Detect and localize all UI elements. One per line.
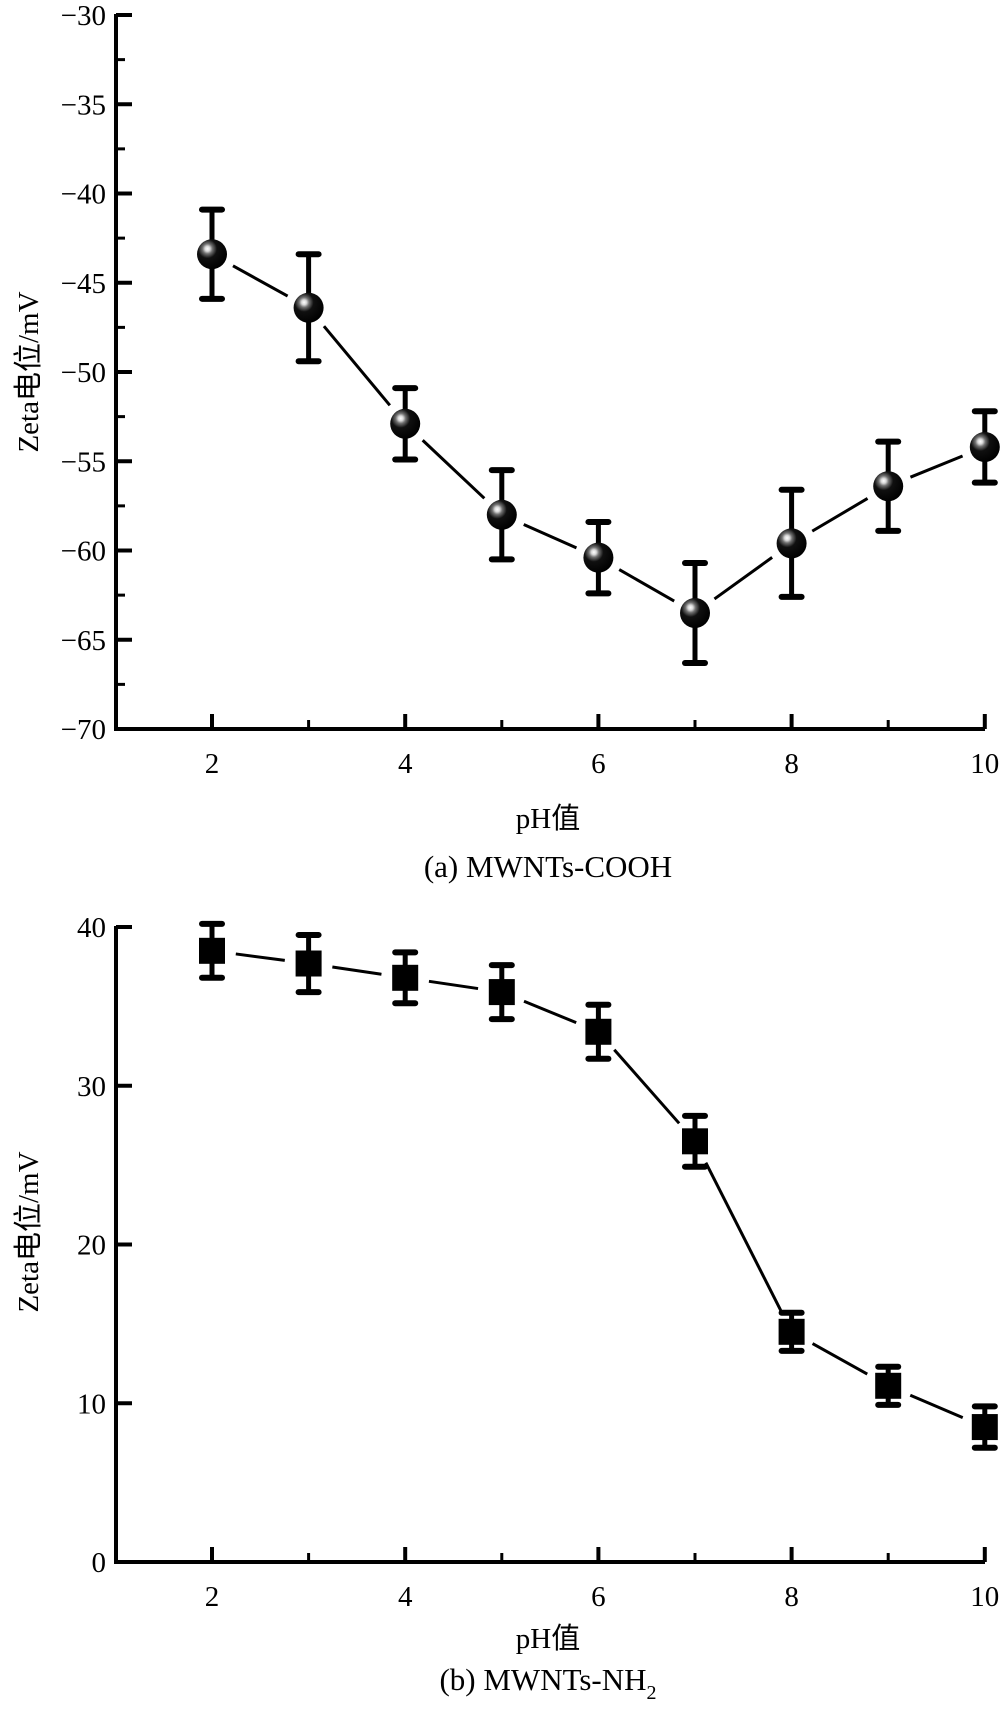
series-line-segment	[811, 1342, 868, 1376]
caption-b-main: (b) MWNTs-NH	[439, 1662, 646, 1697]
axes-b: 0 10 20 30 40 2 4 6 8 10	[77, 912, 999, 1613]
series-line-segment	[421, 439, 486, 500]
data-point	[585, 1018, 612, 1045]
x-tick-label-b: 10	[970, 1581, 999, 1613]
data-point	[873, 471, 904, 502]
caption-b-subscript: 2	[647, 1682, 657, 1704]
series-line-segment	[909, 454, 964, 479]
series-line-segment	[811, 497, 869, 533]
data-point	[971, 1414, 998, 1441]
y-tick-label-a: −45	[61, 268, 106, 300]
data-point	[197, 239, 227, 270]
series-line-segment	[909, 1393, 964, 1420]
series-line-segment	[523, 523, 578, 550]
data-point	[295, 950, 322, 977]
x-tick-label-a: 8	[784, 748, 799, 780]
data-point	[776, 528, 807, 559]
series-line-segment	[618, 568, 675, 603]
data-point	[682, 1128, 708, 1155]
series-line-segment	[232, 264, 289, 298]
x-tick-label-b: 6	[591, 1581, 606, 1613]
y-tick-label-a: −60	[61, 536, 106, 568]
data-point	[293, 292, 324, 323]
y-tick-label-b: 40	[77, 912, 106, 944]
data-point	[486, 499, 517, 530]
y-tick-label-b: 20	[77, 1230, 106, 1262]
series-line-segment	[332, 965, 382, 976]
x-tick-label-b: 8	[784, 1581, 799, 1613]
chart-panel-b: 0 10 20 30 40 2 4 6 8 10 Zeta电位/mV pH值 (b) MWNTs-…	[12, 912, 999, 1704]
caption-b: (b) MWNTs-NH2	[439, 1662, 656, 1704]
series-line-segment	[523, 999, 577, 1025]
data-point	[969, 431, 1000, 462]
y-tick-label-a: −65	[61, 625, 106, 657]
y-tick-label-a: −30	[61, 0, 106, 32]
data-point	[488, 979, 515, 1006]
series-b	[199, 920, 998, 1451]
data-point	[680, 597, 710, 628]
y-tick-label-a: −55	[61, 446, 106, 478]
y-tick-label-a: −50	[61, 357, 106, 389]
x-tick-label-a: 10	[970, 748, 999, 780]
series-line-segment	[235, 952, 286, 962]
x-tick-label-b: 2	[205, 1581, 220, 1613]
chart-panel-a: −30 −35 −40 −45 −50 −55 −60 −65 −70 2 4 6 8 10 Zeta电位…	[12, 0, 1000, 884]
x-tick-label-a: 6	[591, 748, 606, 780]
data-point	[199, 937, 225, 964]
series-a	[197, 206, 1000, 666]
axes-a: −30 −35 −40 −45 −50 −55 −60 −65 −70 2 4 6 8 10	[61, 0, 1000, 780]
x-tick-label-a: 2	[205, 748, 220, 780]
data-point	[778, 1318, 805, 1345]
series-line-segment	[428, 979, 479, 991]
y-tick-label-b: 10	[77, 1388, 106, 1420]
data-point	[392, 964, 419, 991]
x-axis-title-b: pH值	[516, 1622, 580, 1655]
series-line-segment	[713, 556, 774, 601]
data-point	[583, 542, 614, 573]
y-tick-label-b: 0	[92, 1547, 107, 1579]
y-tick-label-a: −35	[61, 89, 106, 121]
y-axis-title-a: Zeta电位/mV	[12, 291, 45, 452]
series-line-segment	[322, 325, 391, 407]
y-tick-label-a: −40	[61, 179, 106, 211]
x-axis-title-a: pH值	[516, 802, 580, 835]
x-tick-label-b: 4	[398, 1581, 413, 1613]
y-tick-label-b: 30	[77, 1071, 106, 1103]
data-point	[875, 1372, 902, 1399]
series-line-segment	[704, 1162, 783, 1312]
caption-a: (a) MWNTs-COOH	[424, 849, 672, 884]
x-tick-label-a: 4	[398, 748, 413, 780]
series-line-segment	[613, 1048, 681, 1125]
y-axis-title-b: Zeta电位/mV	[12, 1151, 45, 1312]
y-tick-label-a: −70	[61, 714, 106, 746]
data-point	[390, 408, 421, 439]
